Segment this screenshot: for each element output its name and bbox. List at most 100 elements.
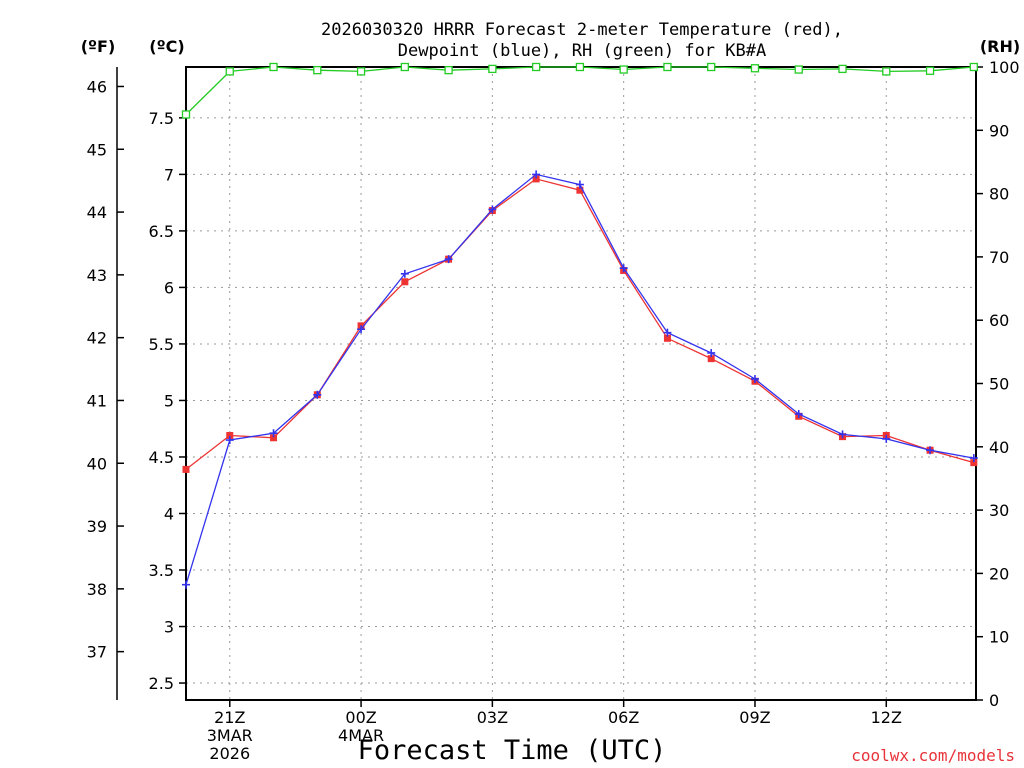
c-tick-label: 4	[164, 504, 174, 523]
rh-point	[619, 65, 628, 74]
rh-point	[225, 67, 234, 76]
dewpoint-point	[663, 328, 672, 337]
rh-point	[838, 64, 847, 74]
dewpoint-point	[838, 430, 847, 439]
c-tick-label: 7	[164, 165, 174, 184]
rh-point	[925, 66, 935, 75]
rh-point	[488, 64, 497, 74]
c-tick-label: 3	[164, 618, 174, 637]
x-tick-label: 3MAR	[207, 726, 253, 745]
temperature-point	[401, 278, 409, 286]
dewpoint-point	[488, 205, 497, 214]
rh-point	[400, 62, 409, 72]
x-tick-label: 21Z	[214, 708, 245, 727]
dewpoint-point	[969, 454, 978, 463]
rh-tick-label: 70	[989, 248, 1009, 267]
dewpoint-point	[575, 180, 584, 189]
rh-point	[269, 62, 278, 72]
dewpoint-point	[532, 170, 541, 179]
f-tick-label: 39	[87, 517, 107, 536]
rh-tick-label: 100	[989, 58, 1020, 77]
x-axis-title: Forecast Time (UTC)	[358, 735, 667, 766]
dewpoint-line	[185, 173, 974, 585]
dewpoint-point	[619, 264, 628, 273]
rh-point	[181, 110, 191, 119]
dewpoint-point	[357, 325, 366, 334]
c-tick-label: 2.5	[149, 674, 174, 693]
chart-title-line2: Dewpoint (blue), RH (green) for KB#A	[398, 41, 766, 61]
temperature-point	[970, 459, 978, 467]
rh-tick-label: 10	[989, 628, 1009, 647]
dewpoint-point	[269, 429, 278, 438]
f-tick-label: 44	[87, 203, 107, 222]
rh-tick-label: 60	[989, 311, 1009, 330]
axes	[116, 66, 983, 707]
rh-point	[707, 62, 716, 72]
dewpoint-point	[882, 434, 891, 443]
dewpoint-point	[444, 255, 453, 264]
temperature-point	[576, 186, 584, 194]
f-tick-label: 46	[87, 77, 107, 96]
f-tick-label: 41	[87, 391, 107, 410]
dewpoint-point	[707, 348, 716, 357]
c-tick-label: 5	[164, 391, 174, 410]
temperature-line	[185, 178, 974, 470]
dewpoint-point	[750, 374, 759, 383]
rh-point	[444, 66, 453, 75]
temperature-point	[226, 431, 234, 439]
rh-tick-label: 40	[989, 438, 1009, 457]
f-tick-label: 37	[87, 643, 107, 662]
f-tick-label: 40	[87, 454, 107, 473]
x-tick-label: 4MAR	[338, 726, 384, 745]
rh-point	[750, 64, 760, 73]
celsius-unit-label: (ºC)	[149, 37, 184, 56]
dewpoint-point	[225, 436, 234, 445]
rh-unit-label: (RH)	[980, 37, 1020, 56]
temperature-point	[532, 175, 540, 183]
credit-link[interactable]: coolwx.com/models	[851, 746, 1015, 765]
rh-point	[575, 62, 585, 72]
rh-point	[356, 67, 366, 76]
dewpoint-point	[926, 446, 935, 455]
c-tick-label: 3.5	[149, 561, 174, 580]
dewpoint-point	[400, 269, 409, 278]
grid-lines	[186, 67, 976, 700]
rh-tick-label: 30	[989, 501, 1009, 520]
rh-tick-label: 90	[989, 121, 1009, 140]
dewpoint-point	[313, 390, 322, 399]
c-tick-label: 7.5	[149, 109, 174, 128]
rh-point	[313, 66, 322, 75]
f-tick-label: 38	[87, 580, 107, 599]
rh-point	[882, 67, 891, 76]
x-tick-label: 03Z	[477, 708, 508, 727]
f-tick-label: 43	[87, 266, 107, 285]
f-tick-label: 42	[87, 329, 107, 348]
plot-frame	[185, 66, 977, 701]
x-tick-label: 09Z	[739, 708, 770, 727]
rh-tick-label: 0	[989, 691, 999, 710]
rh-tick-label: 20	[989, 564, 1009, 583]
rh-tick-label: 50	[989, 375, 1009, 394]
temperature-point	[663, 334, 671, 342]
x-tick-label: 2026	[209, 744, 250, 763]
f-tick-label: 45	[87, 140, 107, 159]
series-layer	[181, 62, 978, 589]
c-tick-label: 6.5	[149, 222, 174, 241]
c-tick-label: 4.5	[149, 448, 174, 467]
x-tick-label: 12Z	[871, 708, 902, 727]
dewpoint-point	[794, 410, 803, 419]
temperature-point	[707, 355, 715, 363]
fahrenheit-unit-label: (ºF)	[81, 37, 116, 56]
rh-point	[663, 62, 672, 72]
rh-point	[969, 62, 978, 72]
rh-line	[185, 66, 974, 115]
x-tick-label: 06Z	[608, 708, 639, 727]
rh-tick-label: 80	[989, 185, 1009, 204]
temperature-point	[270, 434, 278, 442]
chart-title-line1: 2026030320 HRRR Forecast 2-meter Tempera…	[321, 20, 843, 40]
c-tick-label: 5.5	[149, 335, 174, 354]
rh-point	[531, 62, 541, 72]
c-tick-label: 6	[164, 278, 174, 297]
